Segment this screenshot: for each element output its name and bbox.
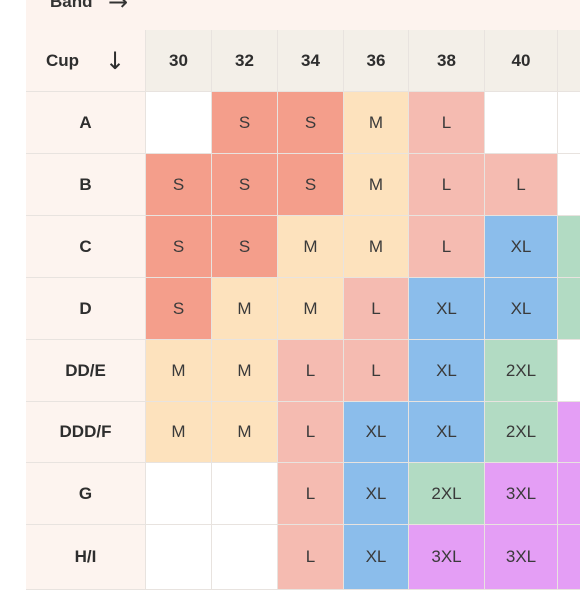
size-cell <box>558 402 580 463</box>
size-cell: M <box>278 278 344 340</box>
size-cell: 2XL <box>485 340 558 402</box>
size-cell: L <box>278 402 344 463</box>
size-cell: M <box>146 402 212 463</box>
size-cell <box>558 216 580 278</box>
band-header-36: 36 <box>344 30 409 92</box>
size-cell: M <box>344 92 409 154</box>
size-cell: XL <box>344 525 409 590</box>
size-cell <box>558 92 580 154</box>
size-cell <box>146 463 212 525</box>
size-cell <box>212 525 278 590</box>
size-cell: L <box>278 525 344 590</box>
cup-row-header: D <box>26 278 146 340</box>
size-cell: 3XL <box>485 463 558 525</box>
size-cell: M <box>212 278 278 340</box>
size-cell <box>558 463 580 525</box>
size-cell: S <box>212 92 278 154</box>
size-cell: XL <box>409 340 485 402</box>
size-cell: M <box>344 154 409 216</box>
size-cell: M <box>212 340 278 402</box>
size-cell <box>485 92 558 154</box>
size-cell: XL <box>409 278 485 340</box>
arrow-right-icon: → <box>108 0 129 16</box>
size-cell <box>558 278 580 340</box>
size-cell <box>212 463 278 525</box>
cup-row-header: A <box>26 92 146 154</box>
band-header-bar <box>26 0 580 30</box>
cup-row-header: C <box>26 216 146 278</box>
size-cell: 2XL <box>485 402 558 463</box>
size-cell: L <box>409 216 485 278</box>
size-cell: L <box>409 92 485 154</box>
cup-row-header: B <box>26 154 146 216</box>
band-header-40: 40 <box>485 30 558 92</box>
size-cell: S <box>146 154 212 216</box>
cup-row-header: DD/E <box>26 340 146 402</box>
size-cell: XL <box>344 463 409 525</box>
size-cell: S <box>278 92 344 154</box>
cup-row-header: H/I <box>26 525 146 590</box>
size-cell: XL <box>485 278 558 340</box>
size-cell <box>146 92 212 154</box>
band-axis-label: Band <box>50 0 93 11</box>
cup-row-header: G <box>26 463 146 525</box>
cup-row-header: DDD/F <box>26 402 146 463</box>
size-cell: S <box>146 216 212 278</box>
size-cell: XL <box>344 402 409 463</box>
size-cell: L <box>278 463 344 525</box>
size-cell: XL <box>485 216 558 278</box>
size-cell: L <box>409 154 485 216</box>
size-cell: L <box>278 340 344 402</box>
size-cell: 3XL <box>485 525 558 590</box>
size-cell: S <box>278 154 344 216</box>
size-cell: M <box>212 402 278 463</box>
size-cell: 3XL <box>409 525 485 590</box>
size-cell: M <box>278 216 344 278</box>
size-cell: S <box>212 216 278 278</box>
size-cell: 2XL <box>409 463 485 525</box>
band-header-30: 30 <box>146 30 212 92</box>
size-cell: M <box>344 216 409 278</box>
size-cell <box>558 340 580 402</box>
arrow-down-icon: ↓ <box>105 46 126 75</box>
size-cell <box>146 525 212 590</box>
size-cell: S <box>146 278 212 340</box>
size-cell: S <box>212 154 278 216</box>
cup-axis-label: Cup <box>46 50 80 70</box>
size-cell <box>558 154 580 216</box>
cup-axis-header: Cup ↓ <box>26 30 146 92</box>
size-cell: L <box>344 278 409 340</box>
size-cell: L <box>344 340 409 402</box>
size-cell <box>558 525 580 590</box>
size-cell: M <box>146 340 212 402</box>
band-header-38: 38 <box>409 30 485 92</box>
band-header-32: 32 <box>212 30 278 92</box>
size-cell: XL <box>409 402 485 463</box>
band-header-34: 34 <box>278 30 344 92</box>
size-cell: L <box>485 154 558 216</box>
band-header-next <box>558 30 580 92</box>
